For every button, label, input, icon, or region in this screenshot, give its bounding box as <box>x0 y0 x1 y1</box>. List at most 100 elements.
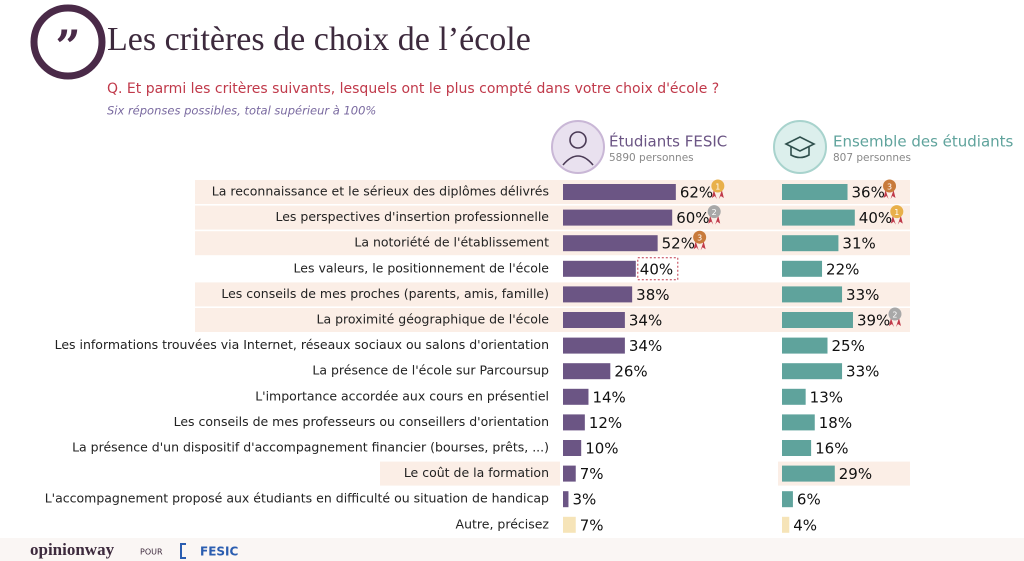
value-label: 39% <box>857 312 890 330</box>
value-label: 10% <box>585 440 618 458</box>
bar <box>782 260 823 277</box>
series-icon <box>773 120 827 174</box>
bar <box>563 184 676 200</box>
value-label: 31% <box>842 235 875 253</box>
medal-rank: 1 <box>894 208 899 217</box>
bar <box>563 388 589 405</box>
bar <box>782 312 853 328</box>
medal-rank: 3 <box>697 234 702 243</box>
bar <box>563 414 585 431</box>
medal <box>883 179 897 193</box>
medal-ribbon <box>711 190 724 199</box>
partner-logo <box>180 543 186 559</box>
category-label: Les conseils de mes professeurs ou conse… <box>174 414 549 429</box>
value-label: 33% <box>846 286 879 304</box>
bar <box>782 491 793 508</box>
category-label: La notoriété de l'établissement <box>354 235 549 250</box>
bar <box>782 235 839 252</box>
bar <box>782 184 848 200</box>
bar <box>563 235 658 252</box>
value-label: 26% <box>614 363 647 381</box>
bar <box>563 440 582 456</box>
medal <box>888 307 902 321</box>
category-label: Autre, précisez <box>456 516 550 531</box>
category-label: L'importance accordée aux cours en prése… <box>255 388 549 403</box>
value-label: 14% <box>592 388 625 406</box>
medal-rank: 1 <box>715 183 720 192</box>
medal-rank: 2 <box>892 311 897 320</box>
category-label: Les informations trouvées via Internet, … <box>55 337 549 352</box>
bar <box>782 286 843 303</box>
bar <box>563 465 576 482</box>
medal <box>693 230 707 244</box>
category-label: La reconnaissance et le sérieux des dipl… <box>212 184 549 199</box>
row-highlight <box>380 461 560 486</box>
value-label: 62% <box>680 184 713 202</box>
bar <box>782 209 855 226</box>
value-highlight <box>637 257 679 281</box>
category-label: Les perspectives d'insertion professionn… <box>275 209 549 224</box>
bar <box>782 440 812 456</box>
medal-ribbon <box>890 215 903 225</box>
category-label: Les conseils de mes proches (parents, am… <box>221 286 549 301</box>
value-label: 40% <box>859 209 892 227</box>
category-label: L'accompagnement proposé aux étudiants e… <box>45 491 549 506</box>
series-icon <box>551 120 605 174</box>
value-label: 38% <box>636 286 669 304</box>
bar <box>782 465 835 482</box>
value-label: 52% <box>662 235 695 253</box>
value-label: 7% <box>580 516 604 534</box>
value-label: 13% <box>810 388 843 406</box>
chart-title: Les critères de choix de l’école <box>107 21 531 58</box>
footer-partner: FESIC <box>200 545 239 559</box>
medal <box>890 205 904 219</box>
medal-ribbon <box>883 190 896 199</box>
bar <box>563 363 611 380</box>
series-base: 807 personnes <box>833 152 911 164</box>
bar <box>563 260 636 277</box>
series-base: 5890 personnes <box>609 152 694 164</box>
value-label: 60% <box>676 209 709 227</box>
category-label: La présence de l'école sur Parcoursup <box>312 363 549 378</box>
logo-ring <box>30 4 106 80</box>
bar <box>563 491 569 508</box>
medal-ribbon <box>708 215 721 225</box>
bar <box>782 363 843 380</box>
bar <box>563 516 576 533</box>
logo-quote: ” <box>55 22 80 73</box>
bar <box>782 337 828 354</box>
category-label: La présence d'un dispositif d'accompagne… <box>72 440 549 455</box>
subtitle: Six réponses possibles, total supérieur … <box>107 104 376 118</box>
value-label: 6% <box>797 491 821 509</box>
value-label: 18% <box>819 414 852 432</box>
question: Q. Et parmi les critères suivants, lesqu… <box>107 81 719 97</box>
medal-ribbon <box>888 318 901 327</box>
bar <box>563 209 673 226</box>
value-label: 7% <box>580 465 604 483</box>
footer-for: POUR <box>140 548 163 557</box>
value-label: 22% <box>826 260 859 278</box>
category-label: Le coût de la formation <box>404 465 549 480</box>
bar <box>782 414 815 431</box>
series-name: Ensemble des étudiants <box>833 133 1014 151</box>
value-label: 34% <box>629 312 662 330</box>
bar <box>563 337 625 354</box>
value-label: 33% <box>846 363 879 381</box>
value-label: 12% <box>589 414 622 432</box>
value-label: 40% <box>640 260 673 278</box>
value-label: 16% <box>815 440 848 458</box>
medal <box>707 205 721 219</box>
category-label: La proximité géographique de l'école <box>317 312 550 327</box>
bar <box>782 388 806 405</box>
value-label: 36% <box>852 184 885 202</box>
bar <box>563 312 625 328</box>
value-label: 4% <box>793 516 817 534</box>
value-label: 29% <box>839 465 872 483</box>
value-label: 25% <box>832 337 865 355</box>
medal-rank: 2 <box>712 208 717 217</box>
medal <box>711 179 725 193</box>
series-name: Étudiants FESIC <box>609 132 727 151</box>
bar <box>782 516 790 533</box>
medal-rank: 3 <box>887 183 892 192</box>
